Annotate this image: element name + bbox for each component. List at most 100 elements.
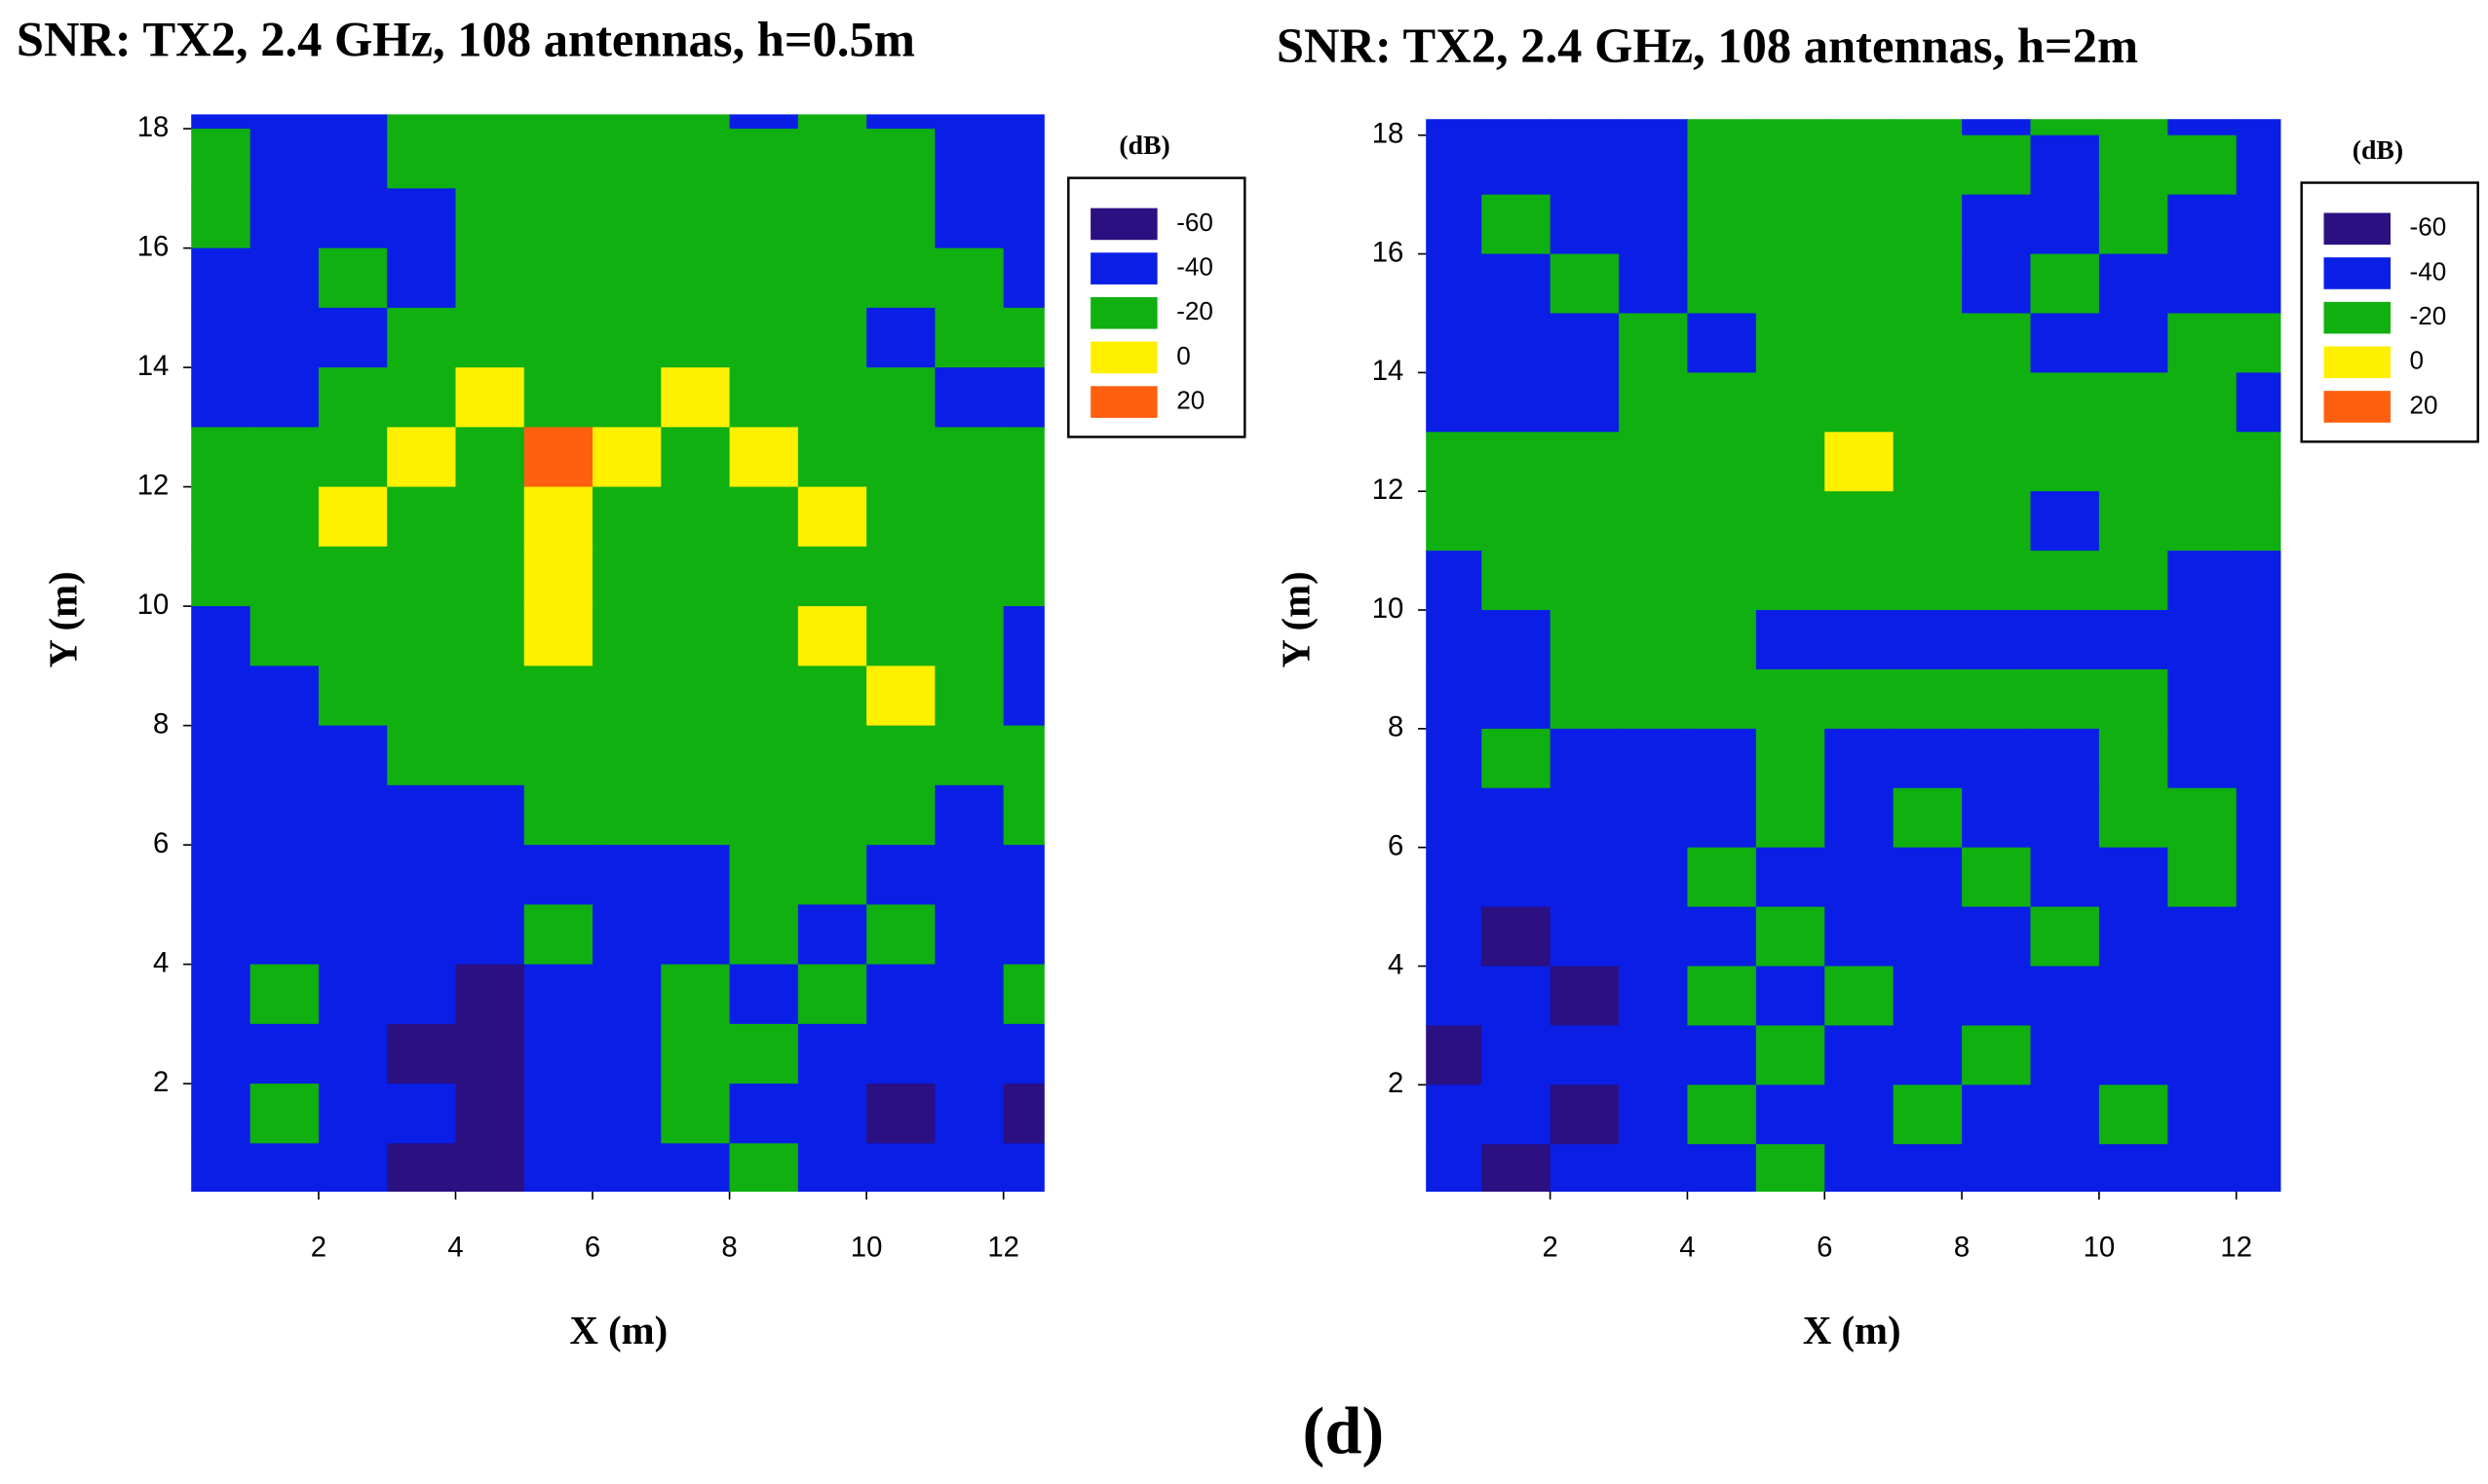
heat-cell bbox=[318, 1143, 389, 1192]
heat-cell bbox=[1550, 253, 1621, 315]
heat-cell bbox=[661, 904, 731, 966]
heat-cell bbox=[455, 904, 525, 966]
heat-cell bbox=[523, 606, 594, 667]
heat-cell bbox=[797, 188, 868, 249]
heat-cell bbox=[455, 367, 525, 429]
heat-cell bbox=[1824, 966, 1895, 1027]
heat-cell bbox=[2167, 194, 2238, 255]
heat-cell bbox=[866, 904, 937, 966]
heat-cell bbox=[455, 606, 525, 667]
heat-cell bbox=[1687, 194, 1757, 255]
heat-cell bbox=[523, 247, 594, 309]
caption: (d) bbox=[1303, 1393, 1385, 1467]
heat-cell bbox=[2030, 906, 2100, 968]
heat-cell bbox=[249, 1023, 320, 1085]
heat-cell bbox=[455, 307, 525, 369]
heat-cell bbox=[661, 725, 731, 786]
heat-cell bbox=[1619, 906, 1689, 968]
heat-cell bbox=[191, 1023, 251, 1085]
heat-cell bbox=[1755, 847, 1826, 908]
heat-cell bbox=[1481, 432, 1551, 493]
heat-cell bbox=[1426, 1144, 1483, 1192]
heat-cell bbox=[593, 904, 663, 966]
heat-cell bbox=[455, 845, 525, 906]
heat-cell bbox=[2098, 491, 2169, 552]
heat-cell bbox=[1893, 906, 1964, 968]
heat-cell bbox=[2167, 432, 2238, 493]
heat-cell bbox=[191, 247, 251, 309]
heat-cell bbox=[593, 546, 663, 608]
heat-cell bbox=[1755, 728, 1826, 789]
heat-cell bbox=[1426, 372, 1483, 434]
heat-cell bbox=[1550, 134, 1621, 196]
heat-cell bbox=[2098, 966, 2169, 1027]
heat-cell bbox=[523, 725, 594, 786]
heat-cell bbox=[593, 666, 663, 727]
heat-cell bbox=[1550, 372, 1621, 434]
heat-cell bbox=[593, 114, 663, 131]
heat-cell bbox=[2030, 668, 2100, 730]
heat-cell bbox=[2098, 668, 2169, 730]
heat-cell bbox=[1962, 966, 2032, 1027]
heat-cell bbox=[1824, 134, 1895, 196]
heat-cell bbox=[1755, 432, 1826, 493]
heat-cell bbox=[318, 666, 389, 727]
heat-cell bbox=[1893, 119, 1964, 136]
heat-cell bbox=[1893, 1025, 1964, 1086]
heat-cell bbox=[1687, 668, 1757, 730]
heat-cell bbox=[523, 307, 594, 369]
heat-cell bbox=[455, 666, 525, 727]
heat-cell bbox=[1687, 906, 1757, 968]
y-tick-label: 12 bbox=[137, 469, 170, 501]
heat-cell bbox=[191, 307, 251, 369]
legend-swatch bbox=[2323, 346, 2391, 379]
heat-cell bbox=[249, 904, 320, 966]
heat-cell bbox=[1481, 1144, 1551, 1192]
y-tick-label: 8 bbox=[1388, 711, 1403, 743]
heat-cell bbox=[2030, 787, 2100, 849]
legend-label: -20 bbox=[2410, 301, 2447, 330]
heat-cell bbox=[1003, 1023, 1045, 1085]
heat-cell bbox=[1824, 551, 1895, 612]
heat-cell bbox=[249, 307, 320, 369]
heat-cell bbox=[1824, 668, 1895, 730]
heat-cell bbox=[1962, 491, 2032, 552]
heat-cell bbox=[866, 367, 937, 429]
legend-label: 20 bbox=[2410, 390, 2438, 419]
heat-cell bbox=[1962, 551, 2032, 612]
heat-cell bbox=[523, 129, 594, 190]
heat-cell bbox=[729, 904, 799, 966]
heat-cell bbox=[1687, 253, 1757, 315]
heat-cell bbox=[593, 784, 663, 847]
heat-cell bbox=[191, 725, 251, 786]
legend-label: -60 bbox=[1176, 208, 1213, 237]
heat-cell bbox=[1687, 1144, 1757, 1192]
heat-cell bbox=[2030, 491, 2100, 552]
heat-cell bbox=[1824, 313, 1895, 374]
heat-cell bbox=[1550, 966, 1621, 1027]
heat-cell bbox=[1755, 787, 1826, 849]
heat-cell bbox=[1824, 1144, 1895, 1192]
heat-cell bbox=[1426, 253, 1483, 315]
heat-cell bbox=[1619, 1144, 1689, 1192]
heat-cell bbox=[1824, 906, 1895, 968]
y-tick-label: 12 bbox=[1372, 474, 1404, 506]
legend-swatch bbox=[2323, 301, 2391, 334]
heat-cell bbox=[1687, 787, 1757, 849]
heat-cell bbox=[455, 725, 525, 786]
heat-cell bbox=[523, 904, 594, 966]
heat-cell bbox=[866, 1143, 937, 1192]
heat-cell bbox=[2167, 491, 2238, 552]
heat-cell bbox=[1893, 847, 1964, 908]
heat-cell bbox=[935, 486, 1005, 548]
heat-cell bbox=[1619, 787, 1689, 849]
heat-cell bbox=[797, 1023, 868, 1085]
heat-cell bbox=[455, 247, 525, 309]
heat-cell bbox=[2030, 728, 2100, 789]
heat-cell bbox=[523, 1084, 594, 1145]
heat-cell bbox=[249, 1143, 320, 1192]
heat-cell bbox=[455, 188, 525, 249]
heat-cell bbox=[1962, 134, 2032, 196]
heat-cell bbox=[2236, 787, 2281, 849]
heat-cell bbox=[318, 247, 389, 309]
